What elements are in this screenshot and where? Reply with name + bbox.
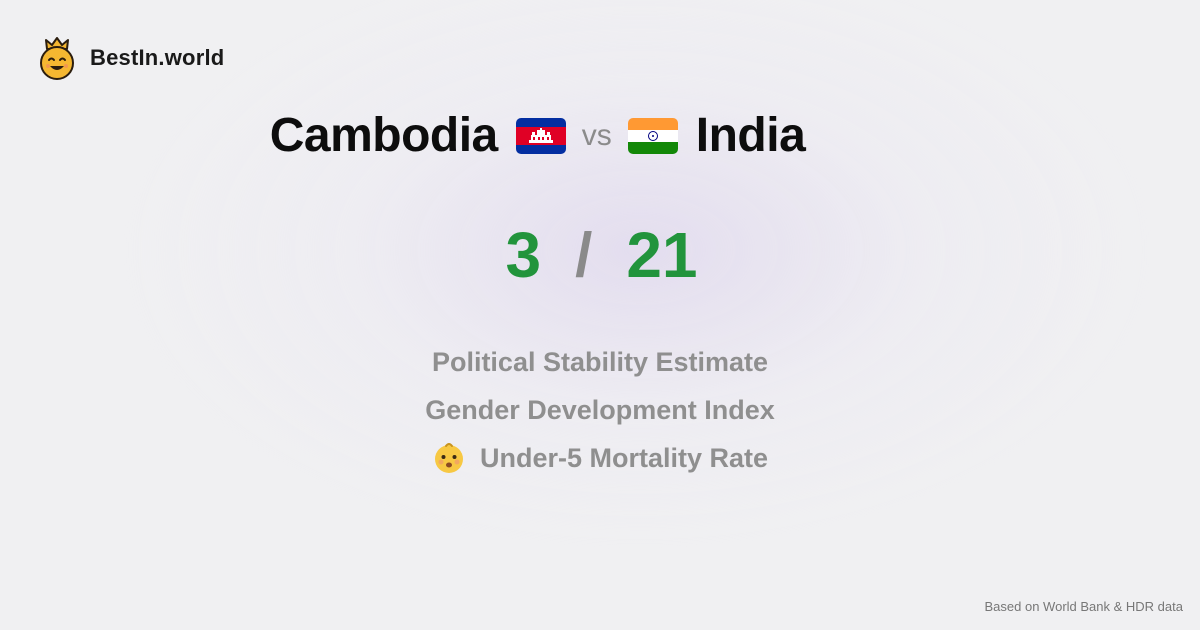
metric-label: Gender Development Index — [425, 395, 775, 425]
metric-political-stability[interactable]: Political Stability Estimate — [432, 338, 768, 386]
comparison-header: Cambodia vs India — [0, 108, 1075, 163]
brand[interactable]: BestIn.world — [38, 36, 224, 80]
score-display: 3 / 21 — [0, 218, 1200, 292]
score-a: 3 — [505, 219, 542, 291]
score-separator: / — [575, 220, 593, 290]
metric-label: Political Stability Estimate — [431, 347, 769, 377]
metric-gender-development[interactable]: Gender Development Index — [425, 386, 775, 434]
metric-under5-mortality[interactable]: Under-5 Mortality Rate — [432, 434, 768, 482]
crown-smiley-icon — [40, 37, 74, 80]
source-footer: Based on World Bank & HDR data — [984, 599, 1183, 614]
score-b: 21 — [626, 219, 698, 291]
metrics-list: Political Stability Estimate Gender Deve… — [0, 338, 1200, 482]
country-b-name[interactable]: India — [695, 109, 806, 162]
baby-face-icon — [434, 443, 463, 473]
vs-label: vs — [581, 118, 612, 152]
cambodia-flag-icon — [515, 117, 566, 154]
metric-label: Under-5 Mortality Rate — [479, 443, 769, 473]
country-a-name[interactable]: Cambodia — [269, 109, 499, 162]
india-flag-icon — [627, 117, 678, 154]
brand-name: BestIn.world — [90, 45, 225, 70]
